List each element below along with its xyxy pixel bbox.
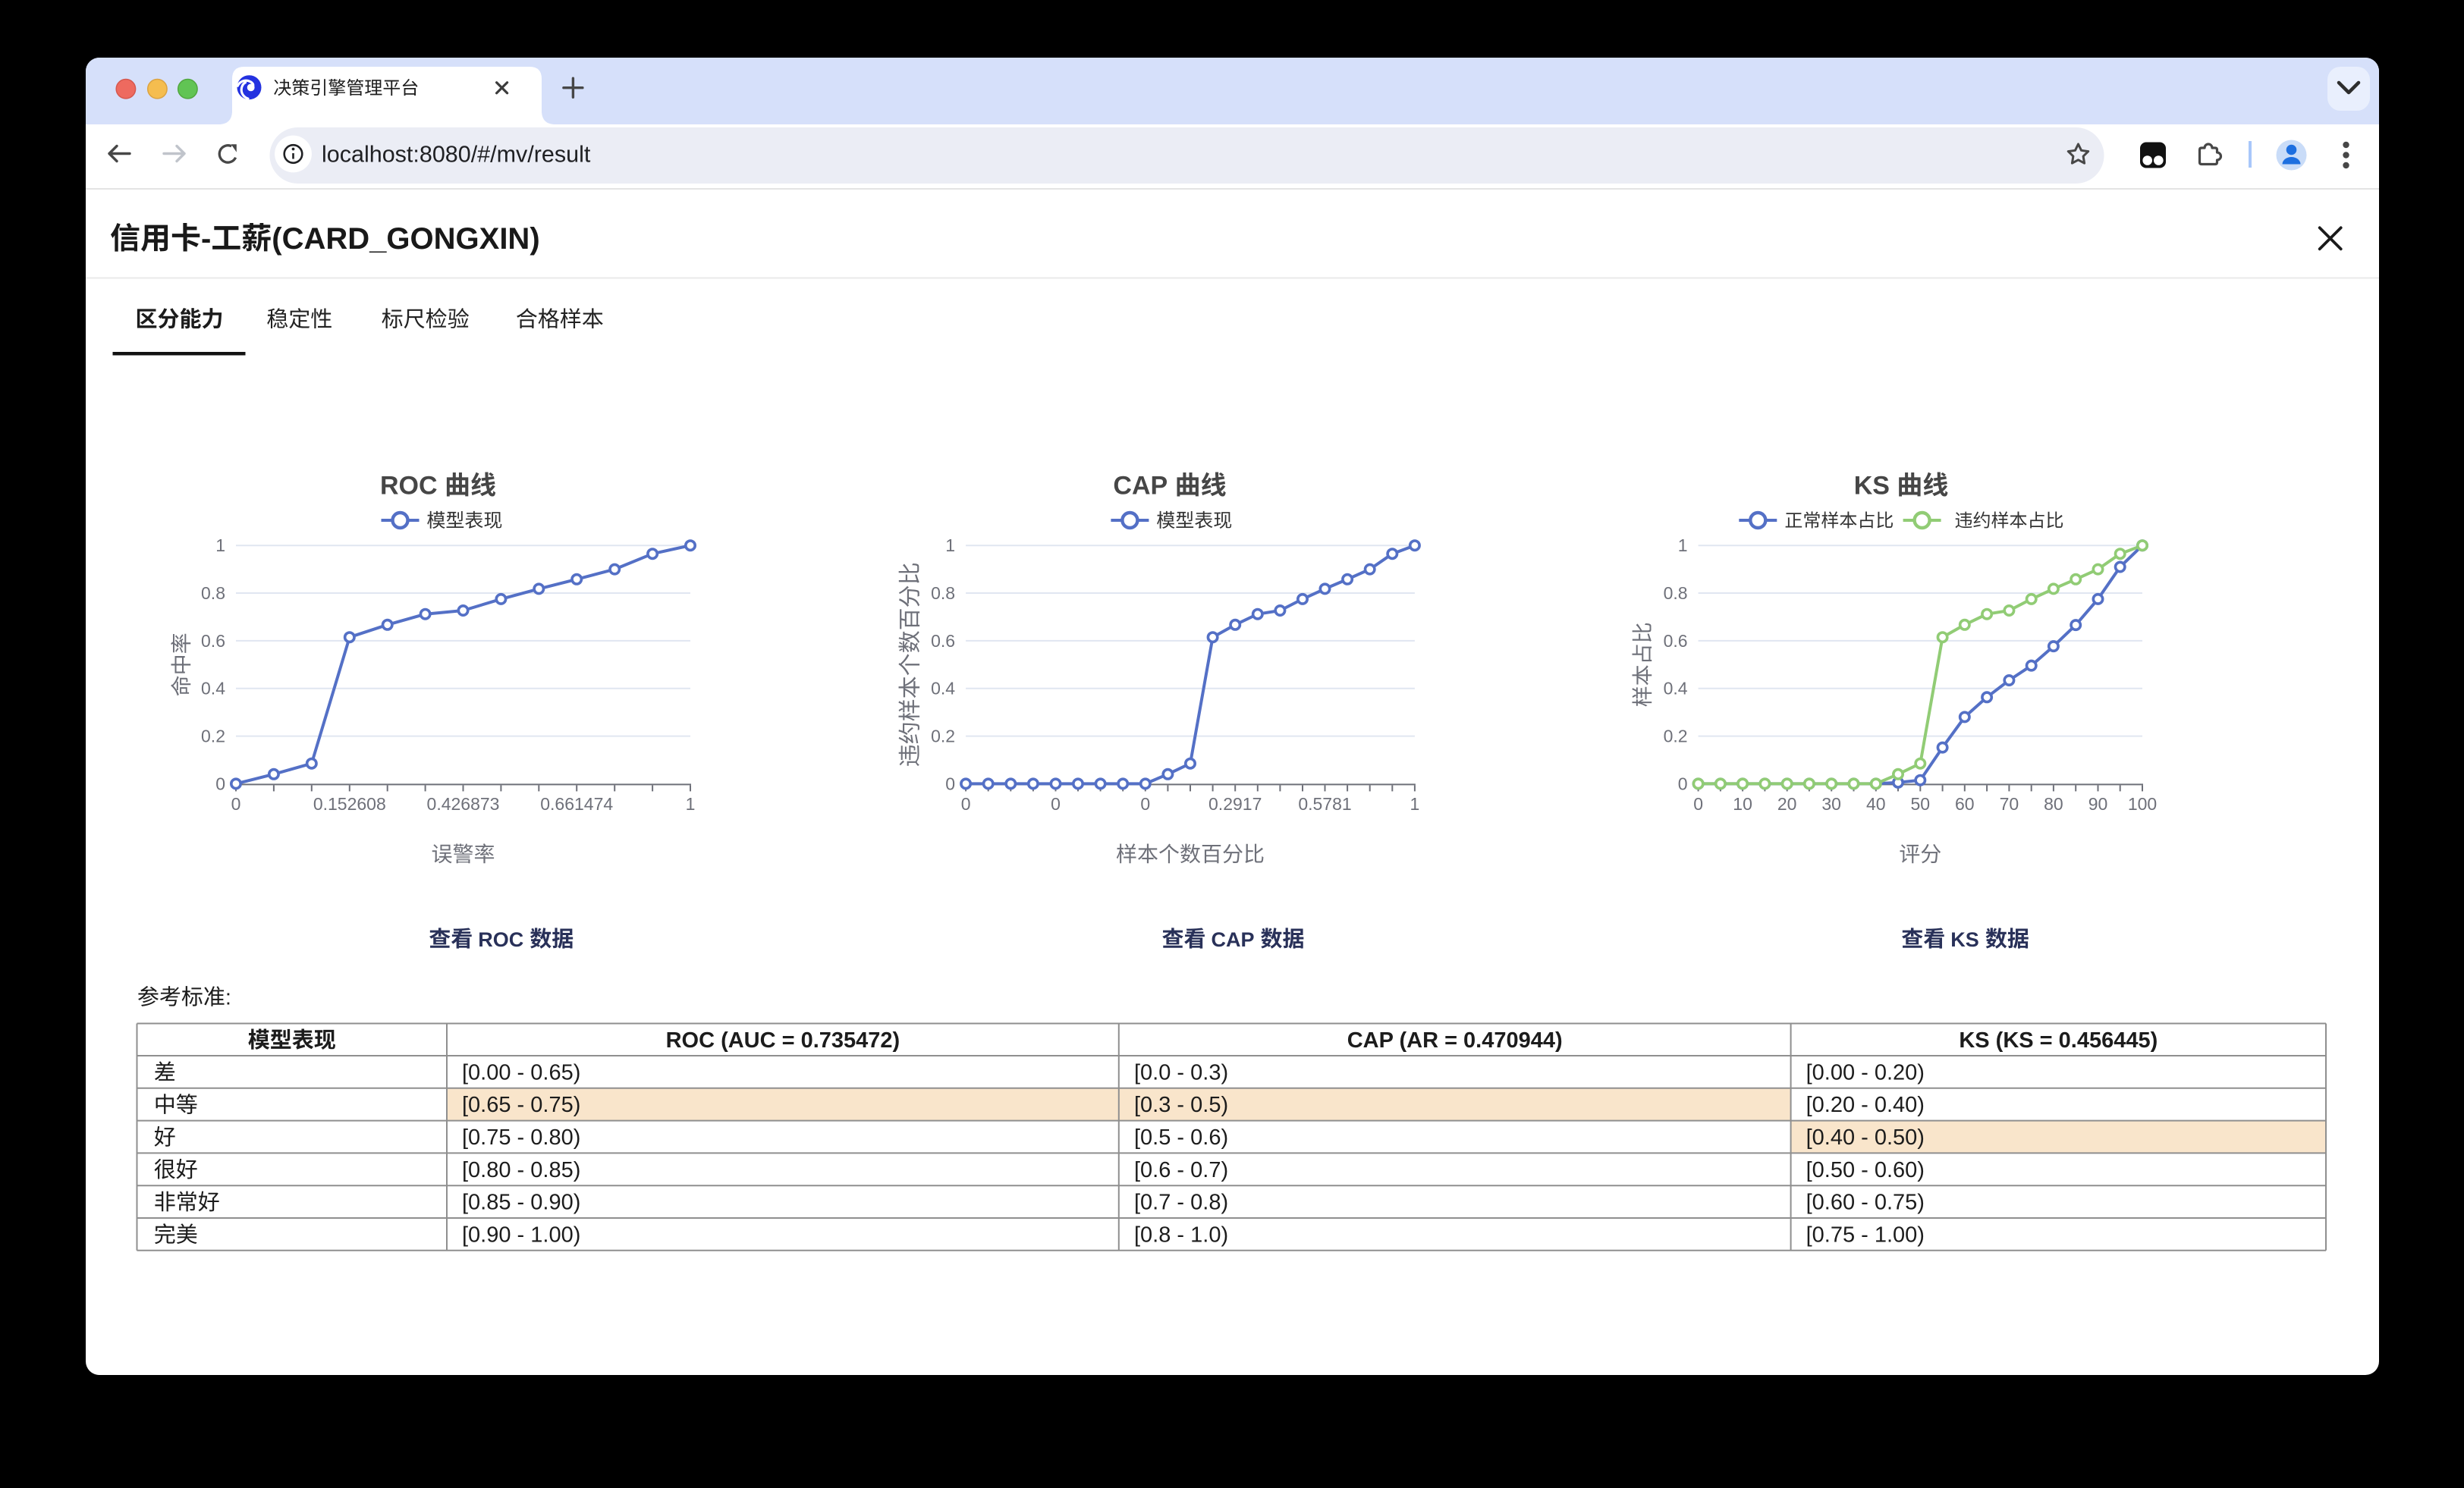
svg-text:0.4: 0.4	[931, 679, 955, 698]
svg-text:ROC: ROC	[478, 928, 523, 951]
svg-text:[0.75 - 0.80): [0.75 - 0.80)	[462, 1125, 580, 1150]
svg-text:0: 0	[1693, 794, 1703, 814]
svg-text:100: 100	[2128, 794, 2157, 814]
svg-text:80: 80	[2044, 794, 2063, 814]
svg-text:1: 1	[945, 535, 955, 555]
svg-text:(CARD_GONGXIN): (CARD_GONGXIN)	[272, 222, 539, 256]
svg-text:0.8: 0.8	[1664, 583, 1688, 603]
svg-text:0: 0	[945, 774, 955, 793]
svg-text:KS: KS	[1854, 472, 1890, 501]
svg-text:[0.75 - 1.00): [0.75 - 1.00)	[1806, 1223, 1925, 1247]
svg-text:[0.20 - 0.40): [0.20 - 0.40)	[1806, 1093, 1925, 1117]
svg-text:0: 0	[215, 774, 225, 793]
svg-text:[0.40 - 0.50): [0.40 - 0.50)	[1806, 1125, 1925, 1150]
svg-text:[0.65 - 0.75): [0.65 - 0.75)	[462, 1093, 580, 1117]
svg-text:ROC (AUC = 0.735472): ROC (AUC = 0.735472)	[666, 1028, 900, 1053]
svg-text:-: -	[201, 222, 211, 256]
svg-text:0.6: 0.6	[931, 631, 955, 651]
svg-text::: :	[225, 986, 231, 1010]
svg-text:[0.00 - 0.20): [0.00 - 0.20)	[1806, 1060, 1925, 1085]
svg-text:90: 90	[2088, 794, 2108, 814]
svg-text:0.2: 0.2	[201, 727, 225, 746]
svg-text:ROC: ROC	[380, 472, 438, 501]
svg-text:0.2: 0.2	[931, 727, 955, 746]
svg-text:CAP: CAP	[1212, 928, 1255, 951]
svg-text:0.8: 0.8	[931, 583, 955, 603]
svg-text:10: 10	[1733, 794, 1752, 814]
svg-text:0.2: 0.2	[1664, 727, 1688, 746]
svg-text:[0.90 - 1.00): [0.90 - 1.00)	[462, 1223, 580, 1247]
svg-text:0: 0	[231, 794, 241, 814]
svg-text:1: 1	[1678, 535, 1688, 555]
svg-text:[0.7 - 0.8): [0.7 - 0.8)	[1134, 1191, 1228, 1215]
svg-text:50: 50	[1911, 794, 1931, 814]
svg-text:[0.80 - 0.85): [0.80 - 0.85)	[462, 1158, 580, 1182]
svg-text:0: 0	[961, 794, 971, 814]
svg-text:0: 0	[1678, 774, 1688, 793]
svg-text:1: 1	[686, 794, 696, 814]
svg-text:[0.50 - 0.60): [0.50 - 0.60)	[1806, 1158, 1925, 1182]
svg-text:[0.0 - 0.3): [0.0 - 0.3)	[1134, 1060, 1228, 1085]
svg-text:70: 70	[2000, 794, 2019, 814]
svg-text:[0.85 - 0.90): [0.85 - 0.90)	[462, 1191, 580, 1215]
svg-text:60: 60	[1955, 794, 1975, 814]
svg-text:0: 0	[1051, 794, 1061, 814]
svg-text:1: 1	[1410, 794, 1420, 814]
svg-text:[0.8 - 1.0): [0.8 - 1.0)	[1134, 1223, 1228, 1247]
svg-text:KS: KS	[1950, 928, 1979, 951]
svg-text:0.426873: 0.426873	[427, 794, 500, 814]
svg-text:0.4: 0.4	[201, 679, 225, 698]
svg-text:KS (KS = 0.456445): KS (KS = 0.456445)	[1959, 1028, 2158, 1053]
svg-text:0.661474: 0.661474	[540, 794, 613, 814]
svg-text:[0.6 - 0.7): [0.6 - 0.7)	[1134, 1158, 1228, 1182]
svg-text:[0.00 - 0.65): [0.00 - 0.65)	[462, 1060, 580, 1085]
svg-text:0.5781: 0.5781	[1298, 794, 1351, 814]
svg-text:0.2917: 0.2917	[1208, 794, 1262, 814]
svg-text:30: 30	[1821, 794, 1841, 814]
svg-text:0: 0	[1140, 794, 1150, 814]
svg-text:[0.5 - 0.6): [0.5 - 0.6)	[1134, 1125, 1228, 1150]
svg-text:[0.60 - 0.75): [0.60 - 0.75)	[1806, 1191, 1925, 1215]
svg-text:0.6: 0.6	[201, 631, 225, 651]
svg-text:[0.3 - 0.5): [0.3 - 0.5)	[1134, 1093, 1228, 1117]
svg-text:0.8: 0.8	[201, 583, 225, 603]
svg-text:20: 20	[1777, 794, 1797, 814]
svg-text:1: 1	[215, 535, 225, 555]
svg-text:localhost:8080/#/mv/result: localhost:8080/#/mv/result	[322, 142, 591, 168]
svg-text:CAP: CAP	[1113, 472, 1168, 501]
svg-text:CAP (AR = 0.470944): CAP (AR = 0.470944)	[1347, 1028, 1563, 1053]
svg-text:40: 40	[1866, 794, 1886, 814]
svg-text:0.152608: 0.152608	[313, 794, 386, 814]
svg-text:0.4: 0.4	[1664, 679, 1688, 698]
svg-text:0.6: 0.6	[1664, 631, 1688, 651]
